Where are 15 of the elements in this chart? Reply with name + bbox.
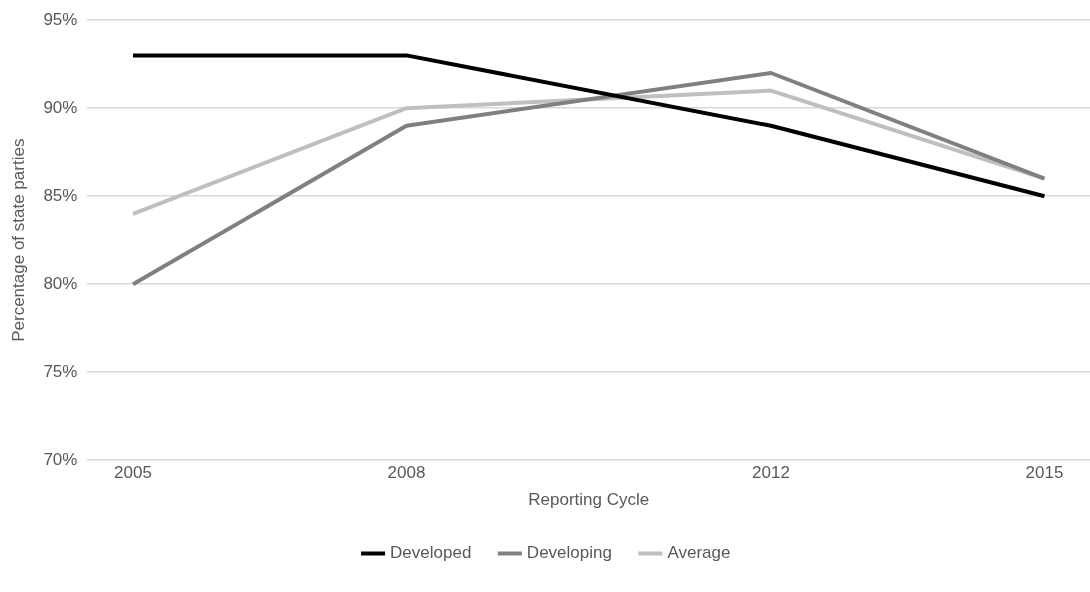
x-tick-label: 2015	[1025, 463, 1064, 483]
y-tick-label: 85%	[43, 185, 78, 205]
y-axis-title: Percentage of state parties	[8, 138, 28, 342]
legend-label: Developed	[390, 543, 472, 563]
y-tick-label: 70%	[43, 449, 78, 469]
y-tick-label: 90%	[43, 97, 78, 117]
x-tick-label: 2012	[752, 463, 790, 483]
legend-label: Average	[667, 543, 731, 563]
y-tick-label: 95%	[43, 9, 78, 29]
x-tick-label: 2005	[114, 463, 152, 483]
x-axis-title: Reporting Cycle	[528, 490, 650, 510]
y-tick-label: 80%	[43, 273, 78, 293]
y-tick-label: 75%	[43, 361, 78, 381]
legend-label: Developing	[526, 543, 612, 563]
x-tick-label: 2008	[387, 463, 426, 483]
